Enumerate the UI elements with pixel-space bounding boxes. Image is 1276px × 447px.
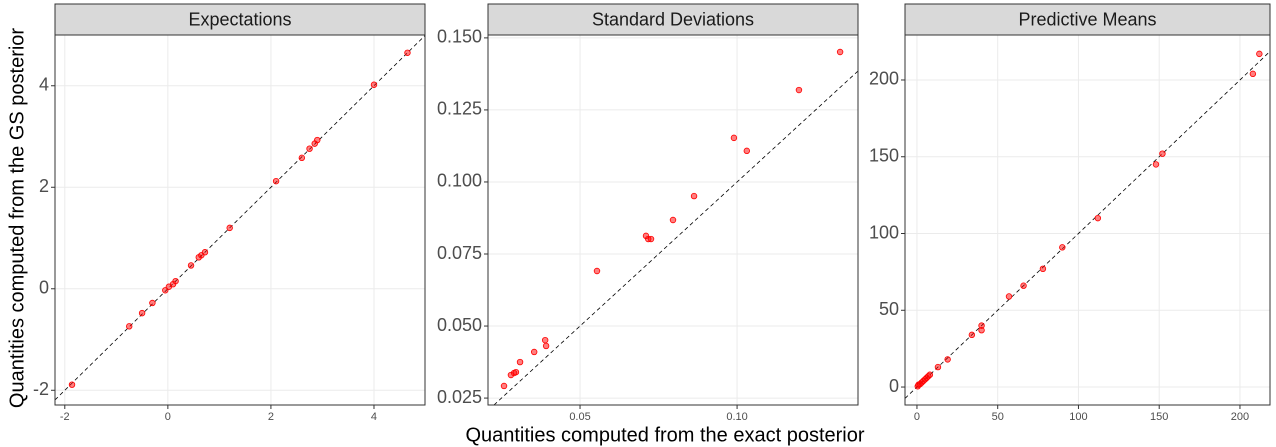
y-tick-label: 0: [39, 278, 49, 298]
y-tick-label: -2: [33, 379, 49, 399]
strip: [487, 3, 859, 36]
point: [512, 368, 520, 376]
panel-title: Predictive Means: [1018, 9, 1156, 29]
point: [926, 371, 934, 378]
x-tick-label: 0.05: [569, 411, 590, 423]
panel-title: Standard Deviations: [592, 9, 754, 29]
strip: [54, 3, 426, 36]
point: [1059, 244, 1066, 251]
point: [690, 192, 698, 200]
y-tick-label: 0.100: [437, 171, 482, 191]
point: [126, 323, 133, 330]
point: [1249, 70, 1257, 78]
x-tick-label: 0.10: [726, 411, 747, 423]
point: [542, 342, 550, 350]
x-tick-label: 50: [992, 411, 1004, 423]
point: [298, 154, 306, 162]
point: [836, 48, 844, 56]
y-tick-label: 0.125: [437, 99, 482, 119]
y-tick-label: 0.075: [437, 243, 482, 263]
y-axis-title: Quantities computed from the GS posterio…: [6, 28, 28, 409]
y-tick-label: 0.150: [437, 27, 482, 47]
point: [138, 309, 146, 317]
point: [226, 224, 233, 232]
point: [934, 363, 942, 371]
point: [1256, 50, 1263, 58]
point: [968, 331, 976, 339]
x-tick-label: 4: [371, 411, 377, 423]
point: [541, 336, 549, 344]
x-tick-label: 0: [165, 411, 171, 423]
point: [743, 147, 751, 155]
y-tick-label: 0.025: [437, 387, 482, 407]
point: [500, 382, 508, 390]
y-tick-label: 2: [39, 176, 49, 196]
point: [370, 81, 378, 88]
x-tick-label: 0: [914, 411, 920, 423]
point: [149, 299, 156, 307]
point: [201, 249, 209, 256]
x-tick-label: -2: [60, 411, 70, 423]
x-axis-title: Quantities computed from the exact poste…: [465, 424, 864, 446]
point: [530, 348, 538, 356]
reference-line: [54, 35, 426, 401]
point: [944, 356, 951, 363]
y-tick-label: 0.050: [437, 315, 482, 335]
point: [1152, 161, 1160, 168]
point: [647, 235, 655, 243]
y-tick-label: 100: [869, 222, 899, 242]
point: [187, 262, 195, 269]
x-tick-label: 2: [268, 411, 274, 423]
x-tick-label: 150: [1150, 411, 1168, 423]
point: [1005, 293, 1013, 300]
reference-line: [493, 70, 859, 406]
y-tick-label: 200: [869, 69, 899, 89]
point: [1020, 282, 1027, 289]
y-tick-label: 0: [889, 376, 899, 396]
point: [1159, 150, 1166, 157]
point: [1039, 265, 1047, 273]
point: [730, 134, 738, 142]
point: [795, 86, 803, 94]
point: [314, 136, 321, 144]
point: [516, 358, 524, 366]
point: [68, 381, 76, 388]
y-tick-label: 4: [39, 75, 49, 95]
strip: [904, 3, 1271, 36]
x-tick-label: 200: [1231, 411, 1249, 423]
x-tick-label: 100: [1069, 411, 1087, 423]
point: [978, 322, 985, 329]
panel-background: [905, 35, 1270, 405]
point: [306, 145, 313, 152]
point: [272, 177, 280, 185]
point: [1094, 214, 1102, 222]
panel-title: Expectations: [188, 9, 291, 29]
point: [669, 216, 677, 224]
panel-background: [55, 35, 425, 405]
point: [172, 277, 179, 285]
point: [404, 49, 411, 56]
y-tick-label: 50: [879, 299, 899, 319]
point: [593, 267, 601, 275]
y-tick-label: 150: [869, 145, 899, 165]
